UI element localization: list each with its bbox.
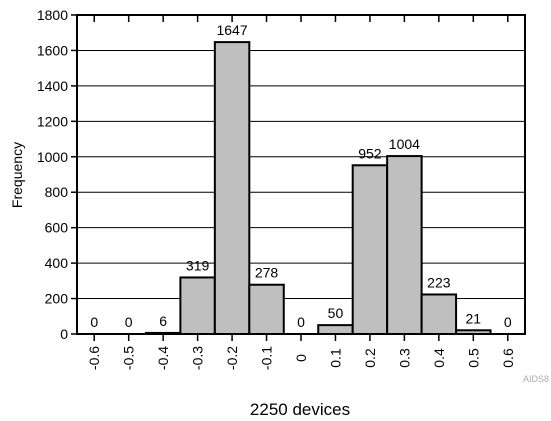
- bar-value-label: 1647: [216, 22, 247, 38]
- x-tick-label: -0.3: [190, 346, 206, 370]
- x-tick-label: 0.6: [500, 348, 516, 368]
- bars: [144, 41, 492, 336]
- bar: [317, 324, 354, 335]
- bar-value-label: 6: [159, 313, 167, 329]
- bar: [179, 276, 216, 336]
- y-tick-label: 400: [45, 255, 69, 271]
- y-axis-ticks: 0 200 400 600 800 1000 1200 1400 1600 1800: [37, 7, 77, 342]
- bar: [213, 41, 251, 336]
- bar-value-label: 50: [328, 305, 344, 321]
- y-tick-label: 1800: [37, 7, 68, 23]
- y-tick-label: 800: [45, 184, 69, 200]
- x-tick-label: 0: [293, 354, 309, 362]
- bar-value-label: 0: [90, 314, 98, 330]
- x-tick-label: -0.1: [259, 346, 275, 370]
- bar-value-label: 0: [297, 314, 305, 330]
- y-tick-label: 1400: [37, 78, 68, 94]
- gridlines: [77, 49, 525, 300]
- y-tick-label: 200: [45, 291, 69, 307]
- x-tick-label: 0.2: [362, 348, 378, 368]
- figure-code: AIDS8: [523, 374, 549, 384]
- x-tick-label: 0.4: [431, 348, 447, 368]
- top-ticks: [93, 15, 509, 22]
- bar-value-label: 0: [125, 314, 133, 330]
- y-tick-label: 1600: [37, 42, 68, 58]
- y-tick-label: 0: [60, 326, 68, 342]
- bar-value-label: 278: [255, 265, 279, 281]
- x-tick-label: 0.5: [465, 348, 481, 368]
- bar-value-label: 1004: [389, 136, 420, 152]
- x-tick-label: 0.3: [396, 348, 412, 368]
- x-tick-label: -0.4: [155, 346, 171, 370]
- bar: [351, 164, 389, 335]
- y-tick-label: 1200: [37, 113, 68, 129]
- bar-value-label: 223: [427, 274, 451, 290]
- data-labels: 0 0 6 319 1647 278 0 50 952 1004 223 21 0: [90, 22, 512, 330]
- y-axis-title: Frequency: [9, 142, 25, 208]
- bar: [420, 293, 458, 335]
- plot-frame: [76, 14, 526, 335]
- x-tick-label: 0.1: [327, 348, 343, 368]
- x-tick-label: -0.6: [86, 346, 102, 370]
- bar-value-label: 0: [504, 314, 512, 330]
- y-tick-label: 1000: [37, 149, 68, 165]
- x-axis-title: 2250 devices: [250, 400, 350, 419]
- x-axis-ticks: -0.6 -0.5 -0.4 -0.3 -0.2 -0.1 0 0.1 0.2 0.3 0.4 0.5…: [86, 334, 516, 370]
- bar-value-label: 952: [358, 145, 382, 161]
- bar: [386, 155, 423, 335]
- bar-value-label: 21: [466, 310, 482, 326]
- x-tick-label: -0.5: [121, 346, 137, 370]
- bar-value-label: 319: [186, 257, 210, 273]
- bar: [248, 283, 285, 335]
- x-tick-label: -0.2: [224, 346, 240, 370]
- y-tick-label: 600: [45, 220, 69, 236]
